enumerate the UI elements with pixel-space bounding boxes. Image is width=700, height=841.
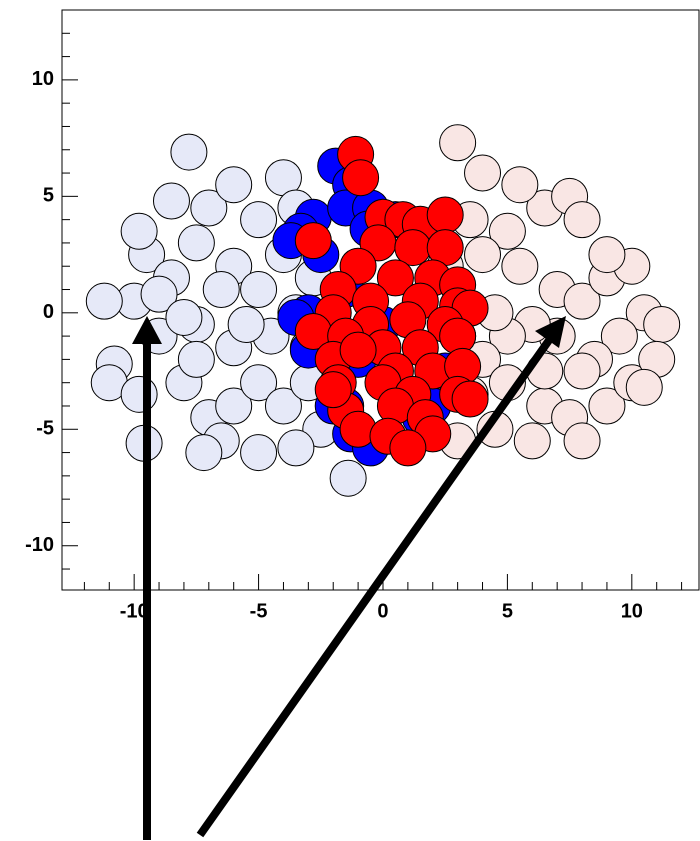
point [215,387,253,425]
arrow-head [132,316,162,344]
y-tick-label: -10 [25,534,54,556]
point [240,434,278,472]
point [339,331,377,369]
arrow-head [535,316,566,348]
point [563,282,601,320]
x-tick-label: 5 [502,600,513,622]
y-tick-label: -5 [36,418,54,440]
point [329,459,367,497]
marks [85,124,681,497]
x-tick-label: 0 [377,600,388,622]
point [152,182,190,220]
point [451,380,489,418]
point [488,212,526,250]
point [190,189,228,227]
point [464,154,502,192]
point [264,387,302,425]
point [170,133,208,171]
point [85,282,123,320]
y-tick-label: 10 [32,68,54,90]
point [140,275,178,313]
point [513,422,551,460]
point [202,271,240,309]
point [600,317,638,355]
point [185,434,223,472]
point [227,305,265,343]
point [240,364,278,402]
point [464,236,502,274]
point [165,298,203,336]
point [439,124,477,162]
point [314,371,352,409]
point [342,159,380,197]
point [389,429,427,467]
point [643,305,681,343]
point [120,212,158,250]
point [588,236,626,274]
arrows [132,316,566,840]
point [625,368,663,406]
y-tick-label: 5 [43,185,54,207]
point [120,375,158,413]
point [177,340,215,378]
point [563,201,601,239]
point [563,352,601,390]
point [563,422,601,460]
y-tick-label: 0 [43,301,54,323]
point [215,166,253,204]
point [277,429,315,467]
point [501,247,539,285]
point [177,224,215,262]
point [588,387,626,425]
point [294,222,332,260]
point [426,196,464,234]
plot-frame [61,9,700,591]
x-tick-label: -5 [250,600,268,622]
x-tick-label: 10 [621,600,643,622]
arrow-shaft [196,333,556,838]
point [376,259,414,297]
x-tick-label: -10 [120,600,149,622]
point [501,166,539,204]
point [240,271,278,309]
point [240,201,278,239]
